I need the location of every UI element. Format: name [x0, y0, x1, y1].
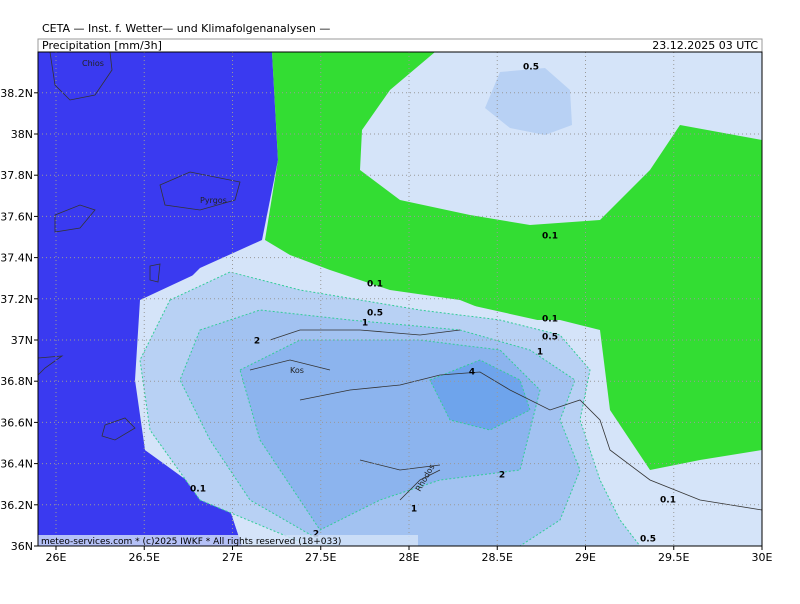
lat-tick-label: 37.4N [0, 252, 33, 265]
lat-tick-label: 36.2N [0, 499, 33, 512]
lon-tick-label: 27E [222, 551, 243, 564]
map: Chios Pyrgos Kos Rhodos 0.5 0.1 0.1 0.5 … [37, 51, 763, 547]
lon-tick-label: 28E [399, 551, 420, 564]
footer-bg [38, 535, 418, 546]
header-title: CETA — Inst. f. Wetter— und Klimafolgena… [42, 22, 330, 35]
lat-tick-label: 38N [11, 128, 33, 141]
contour-label: 4 [469, 368, 475, 378]
contour-label: 1 [362, 319, 368, 329]
contour-label: 2 [313, 530, 319, 540]
lat-tick-label: 37.8N [0, 169, 33, 182]
contour-label: 1 [537, 348, 543, 358]
footer: meteo-services.com * (c)2025 IWKF * All … [41, 537, 341, 547]
lat-tick-label: 36.8N [0, 375, 33, 388]
contour-label: 0.5 [640, 535, 656, 545]
place-name: Pyrgos [200, 196, 227, 205]
contour-label: 2 [254, 337, 260, 347]
precip-0-1-north [360, 52, 762, 225]
lat-tick-label: 38.2N [0, 87, 33, 100]
lon-tick-label: 30E [752, 551, 773, 564]
place-name: Kos [290, 366, 304, 375]
lat-tick-label: 36N [11, 540, 33, 553]
lat-tick-label: 37.6N [0, 210, 33, 223]
lon-tick-label: 26E [46, 551, 67, 564]
island [101, 417, 136, 441]
contour-label: 0.5 [523, 63, 539, 73]
lon-tick-label: 29E [575, 551, 596, 564]
contour-label: 1 [411, 505, 417, 515]
lat-tick-label: 37N [11, 334, 33, 347]
contour-label: 2 [499, 471, 505, 481]
contour-label: 0.1 [190, 485, 206, 495]
lat-tick-label: 36.6N [0, 416, 33, 429]
lat-tick-label: 37.2N [0, 293, 33, 306]
field-label: Precipitation [mm/3h] [42, 39, 162, 52]
precip-0-5-north [485, 68, 572, 135]
lon-tick-label: 27.5E [305, 551, 336, 564]
valid-time: 23.12.2025 03 UTC [652, 39, 758, 52]
contour-label: 0.1 [542, 315, 558, 325]
contour-label: 0.1 [660, 496, 676, 506]
contour-label: 0.5 [367, 309, 383, 319]
place-name: Chios [82, 59, 104, 68]
coastline [249, 329, 763, 511]
contour-label: 0.5 [542, 333, 558, 343]
island [149, 263, 161, 283]
contour-label: 0.1 [367, 280, 383, 290]
lon-tick-label: 28.5E [482, 551, 513, 564]
island [54, 204, 96, 233]
island [159, 171, 241, 211]
contour-label: 0.1 [542, 232, 558, 242]
precip-4 [429, 359, 531, 431]
lon-tick-label: 26.5E [129, 551, 160, 564]
lat-tick-label: 36.4N [0, 458, 33, 471]
lon-tick-label: 29.5E [658, 551, 689, 564]
